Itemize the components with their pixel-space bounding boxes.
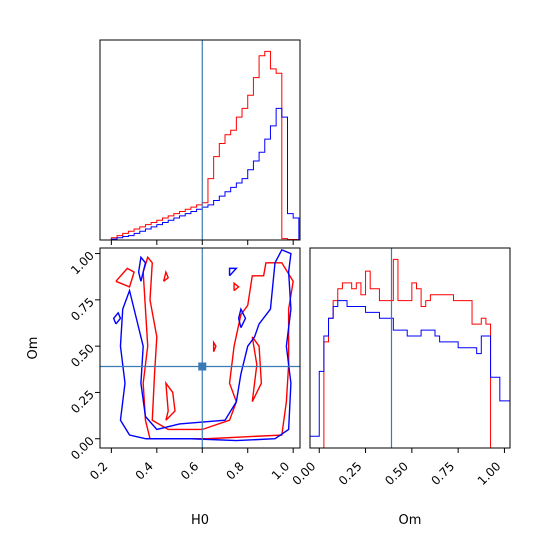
contour-blue bbox=[137, 255, 147, 282]
om-hist-red-series bbox=[310, 258, 510, 449]
h0-histogram-panel bbox=[99, 39, 301, 245]
h0-om-contour-frame bbox=[99, 247, 301, 449]
om-axis-title: Om bbox=[399, 513, 422, 528]
h0-om-truth-marker bbox=[198, 362, 207, 371]
h0-histogram-frame bbox=[99, 39, 301, 241]
contour-blue bbox=[228, 267, 238, 277]
om-hist-blue-series bbox=[309, 300, 511, 448]
contour-red bbox=[251, 336, 263, 403]
contour-blue bbox=[112, 311, 122, 325]
h0-axis-title: H0 bbox=[191, 513, 209, 528]
contour-blue bbox=[119, 248, 292, 442]
contour-red bbox=[165, 380, 176, 421]
contour-red bbox=[233, 281, 240, 292]
h0-hist-blue-series bbox=[110, 107, 300, 240]
contour-blue bbox=[237, 307, 247, 328]
contour-red bbox=[212, 339, 217, 352]
contour-red bbox=[162, 269, 170, 282]
om-y-axis-title: Om bbox=[26, 337, 41, 360]
om-histogram-frame bbox=[309, 247, 511, 449]
contour-red bbox=[115, 267, 135, 288]
